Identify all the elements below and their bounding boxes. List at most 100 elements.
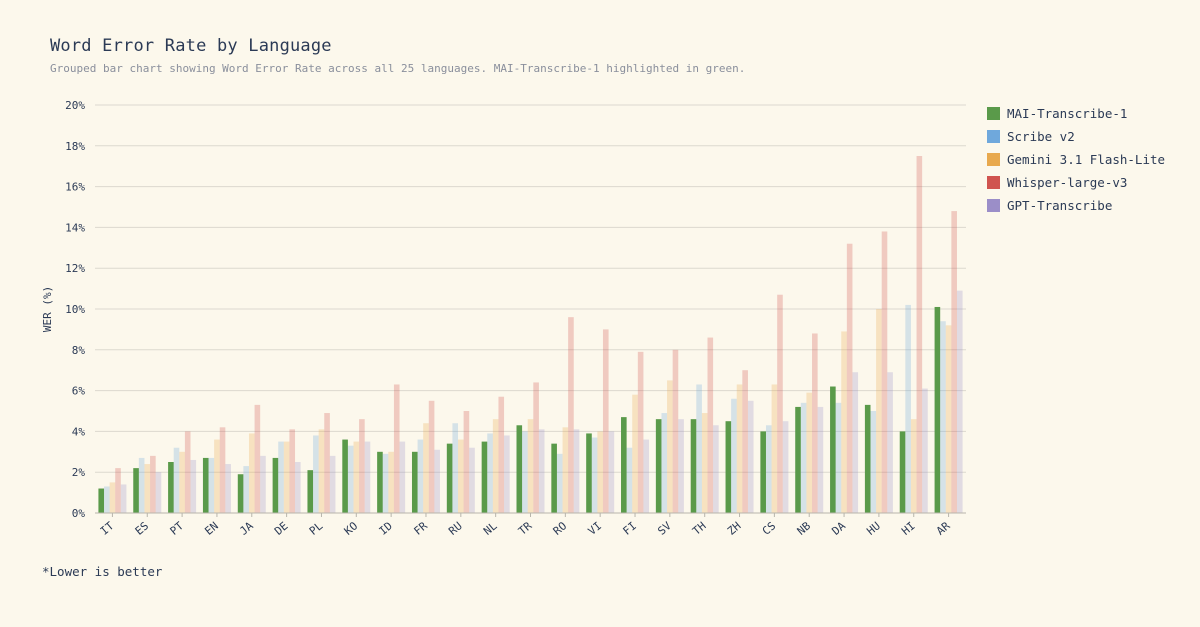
bar-it-3 <box>115 468 121 513</box>
bar-vi-0 <box>586 433 592 513</box>
bar-ru-2 <box>458 439 464 513</box>
bar-nl-1 <box>487 433 493 513</box>
bar-ko-1 <box>347 445 354 513</box>
y-axis-label: WER (%) <box>41 286 54 332</box>
y-tick-label: 10% <box>65 303 85 316</box>
legend-label-mai: MAI-Transcribe-1 <box>1007 106 1128 121</box>
bar-ru-1 <box>452 423 459 513</box>
bar-ja-1 <box>243 466 249 513</box>
bar-pl-2 <box>318 429 325 513</box>
bar-de-4 <box>295 462 301 513</box>
bar-ro-4 <box>573 429 580 513</box>
bar-hu-4 <box>887 372 893 513</box>
x-tick-label: HI <box>899 519 918 537</box>
bar-cs-0 <box>760 431 766 513</box>
bar-ro-1 <box>556 453 563 513</box>
bar-ko-2 <box>353 441 360 513</box>
chart-subtitle: Grouped bar chart showing Word Error Rat… <box>50 62 746 75</box>
bar-tr-3 <box>533 382 539 513</box>
bar-fr-3 <box>428 400 435 513</box>
bar-ru-3 <box>463 411 470 513</box>
bar-hu-1 <box>870 411 877 513</box>
bar-en-1 <box>208 457 215 513</box>
bar-ar-0 <box>934 306 941 513</box>
bar-fi-1 <box>626 447 633 513</box>
bar-sv-2 <box>667 380 673 513</box>
legend-swatch-scribe <box>987 130 1000 143</box>
bar-en-4 <box>225 464 231 513</box>
bar-hi-0 <box>899 431 906 513</box>
bar-tr-1 <box>522 431 528 513</box>
bar-ro-0 <box>551 443 557 513</box>
x-tick-label: TR <box>516 519 535 538</box>
bar-nb-2 <box>806 392 813 513</box>
y-tick-label: 2% <box>72 466 86 479</box>
bar-nl-0 <box>481 441 488 513</box>
legend-item-gemini[interactable]: Gemini 3.1 Flash-Lite <box>987 148 1165 171</box>
y-tick-label: 14% <box>65 221 85 234</box>
y-tick-label: 8% <box>72 344 86 357</box>
bar-sv-1 <box>661 413 668 513</box>
x-tick-label: ID <box>377 519 396 537</box>
bar-fi-0 <box>621 417 627 513</box>
bar-nb-1 <box>800 402 807 513</box>
bar-de-3 <box>289 429 296 513</box>
bar-th-4 <box>713 425 719 513</box>
y-tick-label: 20% <box>65 99 85 112</box>
chart-legend: MAI-Transcribe-1 Scribe v2 Gemini 3.1 Fl… <box>987 102 1165 217</box>
bar-ja-4 <box>260 455 266 513</box>
bar-fr-2 <box>423 423 429 513</box>
bar-fr-0 <box>411 451 418 513</box>
bar-pl-0 <box>307 470 314 513</box>
bar-cs-2 <box>771 384 778 513</box>
bar-hi-4 <box>922 388 928 513</box>
bar-en-3 <box>219 427 226 513</box>
bar-nl-3 <box>498 396 505 513</box>
legend-swatch-whisper <box>987 176 1000 189</box>
bar-ro-2 <box>562 427 569 513</box>
bar-cs-3 <box>777 294 783 513</box>
bar-th-1 <box>696 384 702 513</box>
bar-es-4 <box>155 472 162 513</box>
legend-item-whisper[interactable]: Whisper-large-v3 <box>987 171 1165 194</box>
legend-item-gpt[interactable]: GPT-Transcribe <box>987 194 1165 217</box>
bar-da-1 <box>835 402 842 513</box>
bar-ar-1 <box>940 321 946 513</box>
bar-es-2 <box>144 464 151 513</box>
x-tick-label: RU <box>446 519 465 537</box>
legend-swatch-gpt <box>987 199 1000 212</box>
bar-id-3 <box>393 384 400 513</box>
bar-pt-3 <box>184 431 191 513</box>
x-tick-label: HU <box>864 519 883 537</box>
x-tick-label: VI <box>586 519 605 537</box>
bar-fi-2 <box>632 394 638 513</box>
x-tick-label: FR <box>411 519 430 538</box>
bar-it-2 <box>109 482 116 513</box>
bar-zh-2 <box>736 384 743 513</box>
legend-item-scribe[interactable]: Scribe v2 <box>987 125 1165 148</box>
bar-id-2 <box>388 451 394 513</box>
legend-label-gpt: GPT-Transcribe <box>1007 198 1113 213</box>
bar-it-1 <box>104 486 110 513</box>
bar-zh-1 <box>731 398 737 513</box>
bar-sv-4 <box>678 419 684 513</box>
bar-hu-2 <box>876 309 882 513</box>
bar-pt-2 <box>179 451 185 513</box>
legend-swatch-gemini <box>987 153 1000 166</box>
bar-ja-0 <box>237 474 244 513</box>
bar-pt-1 <box>173 447 180 513</box>
bar-it-4 <box>120 484 127 513</box>
legend-item-mai[interactable]: MAI-Transcribe-1 <box>987 102 1165 125</box>
bar-hi-1 <box>905 304 911 513</box>
legend-label-whisper: Whisper-large-v3 <box>1007 175 1128 190</box>
bar-ko-3 <box>359 419 365 513</box>
bar-pl-4 <box>329 455 336 513</box>
legend-label-gemini: Gemini 3.1 Flash-Lite <box>1007 152 1166 167</box>
bar-pt-0 <box>168 462 174 513</box>
bar-vi-4 <box>608 431 615 513</box>
bar-nl-2 <box>492 419 499 513</box>
bar-zh-4 <box>747 400 754 513</box>
bar-vi-2 <box>597 431 603 513</box>
bar-da-3 <box>846 243 853 513</box>
